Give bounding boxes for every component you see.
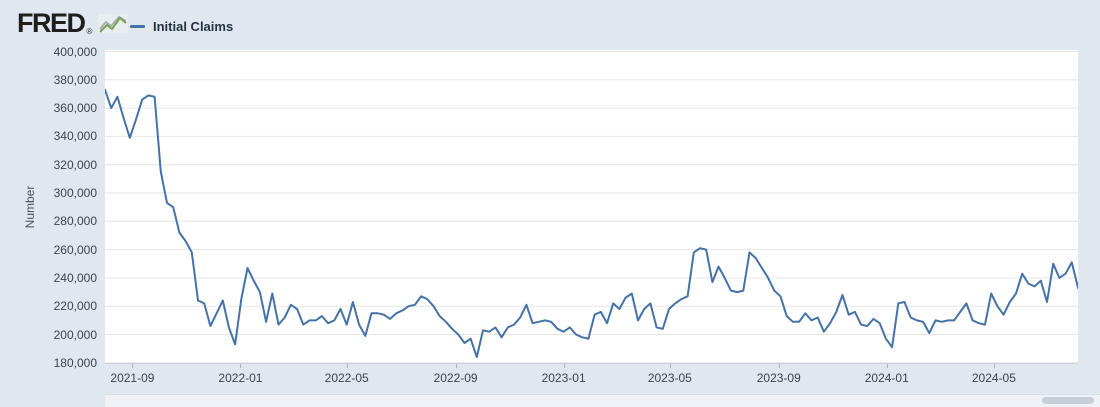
y-tick-label: 220,000 bbox=[53, 299, 97, 314]
y-tick-label: 180,000 bbox=[53, 355, 97, 370]
x-tick-label: 2022-01 bbox=[218, 371, 263, 385]
y-tick-label: 340,000 bbox=[53, 129, 97, 144]
x-tick-label: 2023-05 bbox=[647, 371, 692, 385]
x-tick-label: 2023-01 bbox=[541, 371, 586, 385]
fred-sparkline-icon bbox=[98, 14, 129, 33]
x-tick-mark bbox=[563, 364, 565, 368]
x-tick-label: 2023-09 bbox=[756, 371, 801, 385]
legend-item-initial-claims[interactable]: Initial Claims bbox=[130, 17, 233, 35]
y-tick-label: 320,000 bbox=[53, 157, 97, 172]
fred-logo-text: FRED bbox=[17, 7, 86, 38]
initial-claims-series-line bbox=[105, 88, 1078, 359]
x-tick-mark bbox=[346, 364, 348, 368]
y-tick-label: 300,000 bbox=[53, 186, 97, 200]
y-tick-label: 360,000 bbox=[53, 101, 97, 116]
y-tick-label: 400,000 bbox=[53, 44, 97, 59]
fred-logo[interactable]: FRED ® bbox=[17, 7, 129, 38]
x-tick-label: 2024-01 bbox=[864, 371, 909, 385]
y-tick-label: 240,000 bbox=[53, 270, 97, 285]
scrollbar-thumb[interactable] bbox=[1042, 397, 1094, 404]
legend-line-sample bbox=[130, 24, 145, 28]
initial-claims-line-chart bbox=[105, 51, 1078, 363]
horizontal-scrollbar[interactable] bbox=[105, 394, 1100, 407]
chart-plot-area[interactable] bbox=[105, 50, 1078, 364]
x-tick-label: 2021-09 bbox=[110, 371, 155, 385]
x-tick-mark bbox=[455, 364, 457, 368]
x-tick-label: 2022-09 bbox=[433, 371, 478, 385]
y-tick-label: 280,000 bbox=[53, 214, 97, 229]
y-tick-label: 380,000 bbox=[53, 72, 97, 87]
x-tick-mark bbox=[886, 364, 888, 368]
x-tick-mark bbox=[778, 364, 780, 368]
registered-mark: ® bbox=[86, 27, 93, 36]
y-tick-label: 200,000 bbox=[53, 327, 97, 342]
x-tick-mark bbox=[669, 364, 671, 368]
x-tick-mark bbox=[240, 364, 242, 368]
legend-label: Initial Claims bbox=[153, 18, 234, 34]
y-tick-label: 260,000 bbox=[53, 242, 97, 257]
x-tick-label: 2024-05 bbox=[971, 371, 1016, 385]
x-tick-mark bbox=[993, 364, 995, 368]
x-tick-label: 2022-05 bbox=[324, 371, 369, 385]
x-tick-mark bbox=[132, 364, 134, 368]
